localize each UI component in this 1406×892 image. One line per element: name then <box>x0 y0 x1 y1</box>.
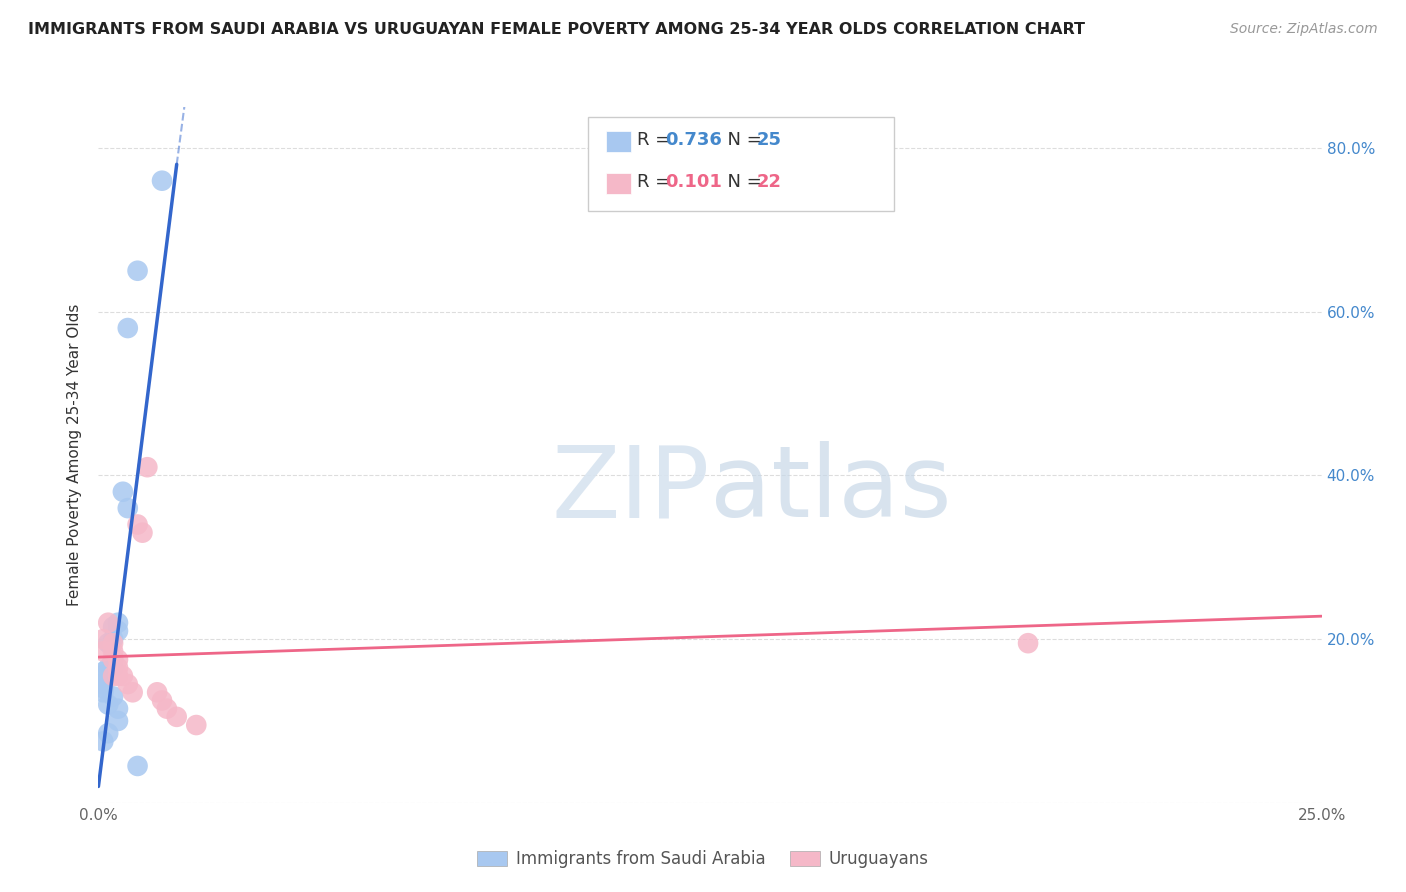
Point <box>131 525 153 540</box>
FancyBboxPatch shape <box>606 131 630 153</box>
Point <box>150 693 173 707</box>
FancyBboxPatch shape <box>588 118 894 211</box>
Text: ZIP: ZIP <box>551 442 710 538</box>
Point <box>111 484 134 499</box>
Point <box>150 174 173 188</box>
Point <box>107 624 129 638</box>
Point <box>107 714 129 728</box>
Point <box>127 264 149 278</box>
Point <box>111 669 134 683</box>
Point <box>91 685 114 699</box>
Point <box>107 669 129 683</box>
Point <box>101 690 124 704</box>
Point <box>101 652 124 666</box>
Text: 0.736: 0.736 <box>665 131 721 149</box>
Text: R =: R = <box>637 173 676 191</box>
Point <box>97 615 120 630</box>
Point <box>101 636 124 650</box>
Point <box>91 681 114 696</box>
Text: N =: N = <box>716 131 768 149</box>
Point <box>97 661 120 675</box>
Point <box>91 669 114 683</box>
Point <box>91 644 114 658</box>
Text: 22: 22 <box>756 173 782 191</box>
Point <box>101 661 124 675</box>
Point <box>186 718 208 732</box>
Point <box>107 652 129 666</box>
Point <box>101 652 124 666</box>
Point <box>97 636 120 650</box>
Legend: Immigrants from Saudi Arabia, Uruguayans: Immigrants from Saudi Arabia, Uruguayans <box>471 844 935 875</box>
Point <box>117 677 139 691</box>
Text: R =: R = <box>637 131 676 149</box>
Point <box>101 669 124 683</box>
Point <box>117 321 139 335</box>
Point <box>97 726 120 740</box>
Text: 25: 25 <box>756 131 782 149</box>
Point <box>91 677 114 691</box>
Point <box>91 665 114 679</box>
Y-axis label: Female Poverty Among 25-34 Year Olds: Female Poverty Among 25-34 Year Olds <box>67 304 83 606</box>
Text: atlas: atlas <box>710 442 952 538</box>
Text: N =: N = <box>716 173 768 191</box>
Point <box>166 710 188 724</box>
Text: Source: ZipAtlas.com: Source: ZipAtlas.com <box>1230 22 1378 37</box>
Point <box>101 644 124 658</box>
Point <box>107 661 129 675</box>
Text: 0.101: 0.101 <box>665 173 721 191</box>
Point <box>117 501 139 516</box>
Text: IMMIGRANTS FROM SAUDI ARABIA VS URUGUAYAN FEMALE POVERTY AMONG 25-34 YEAR OLDS C: IMMIGRANTS FROM SAUDI ARABIA VS URUGUAYA… <box>28 22 1085 37</box>
Point <box>101 632 124 646</box>
Point <box>136 460 159 475</box>
Point <box>127 517 149 532</box>
Point <box>156 701 179 715</box>
Point <box>121 685 143 699</box>
FancyBboxPatch shape <box>606 173 630 194</box>
Point <box>91 734 114 748</box>
Point <box>91 632 114 646</box>
Point <box>107 615 129 630</box>
Point <box>101 620 124 634</box>
Point <box>97 698 120 712</box>
Point <box>1017 636 1039 650</box>
Point <box>146 685 169 699</box>
Point <box>127 759 149 773</box>
Point <box>107 701 129 715</box>
